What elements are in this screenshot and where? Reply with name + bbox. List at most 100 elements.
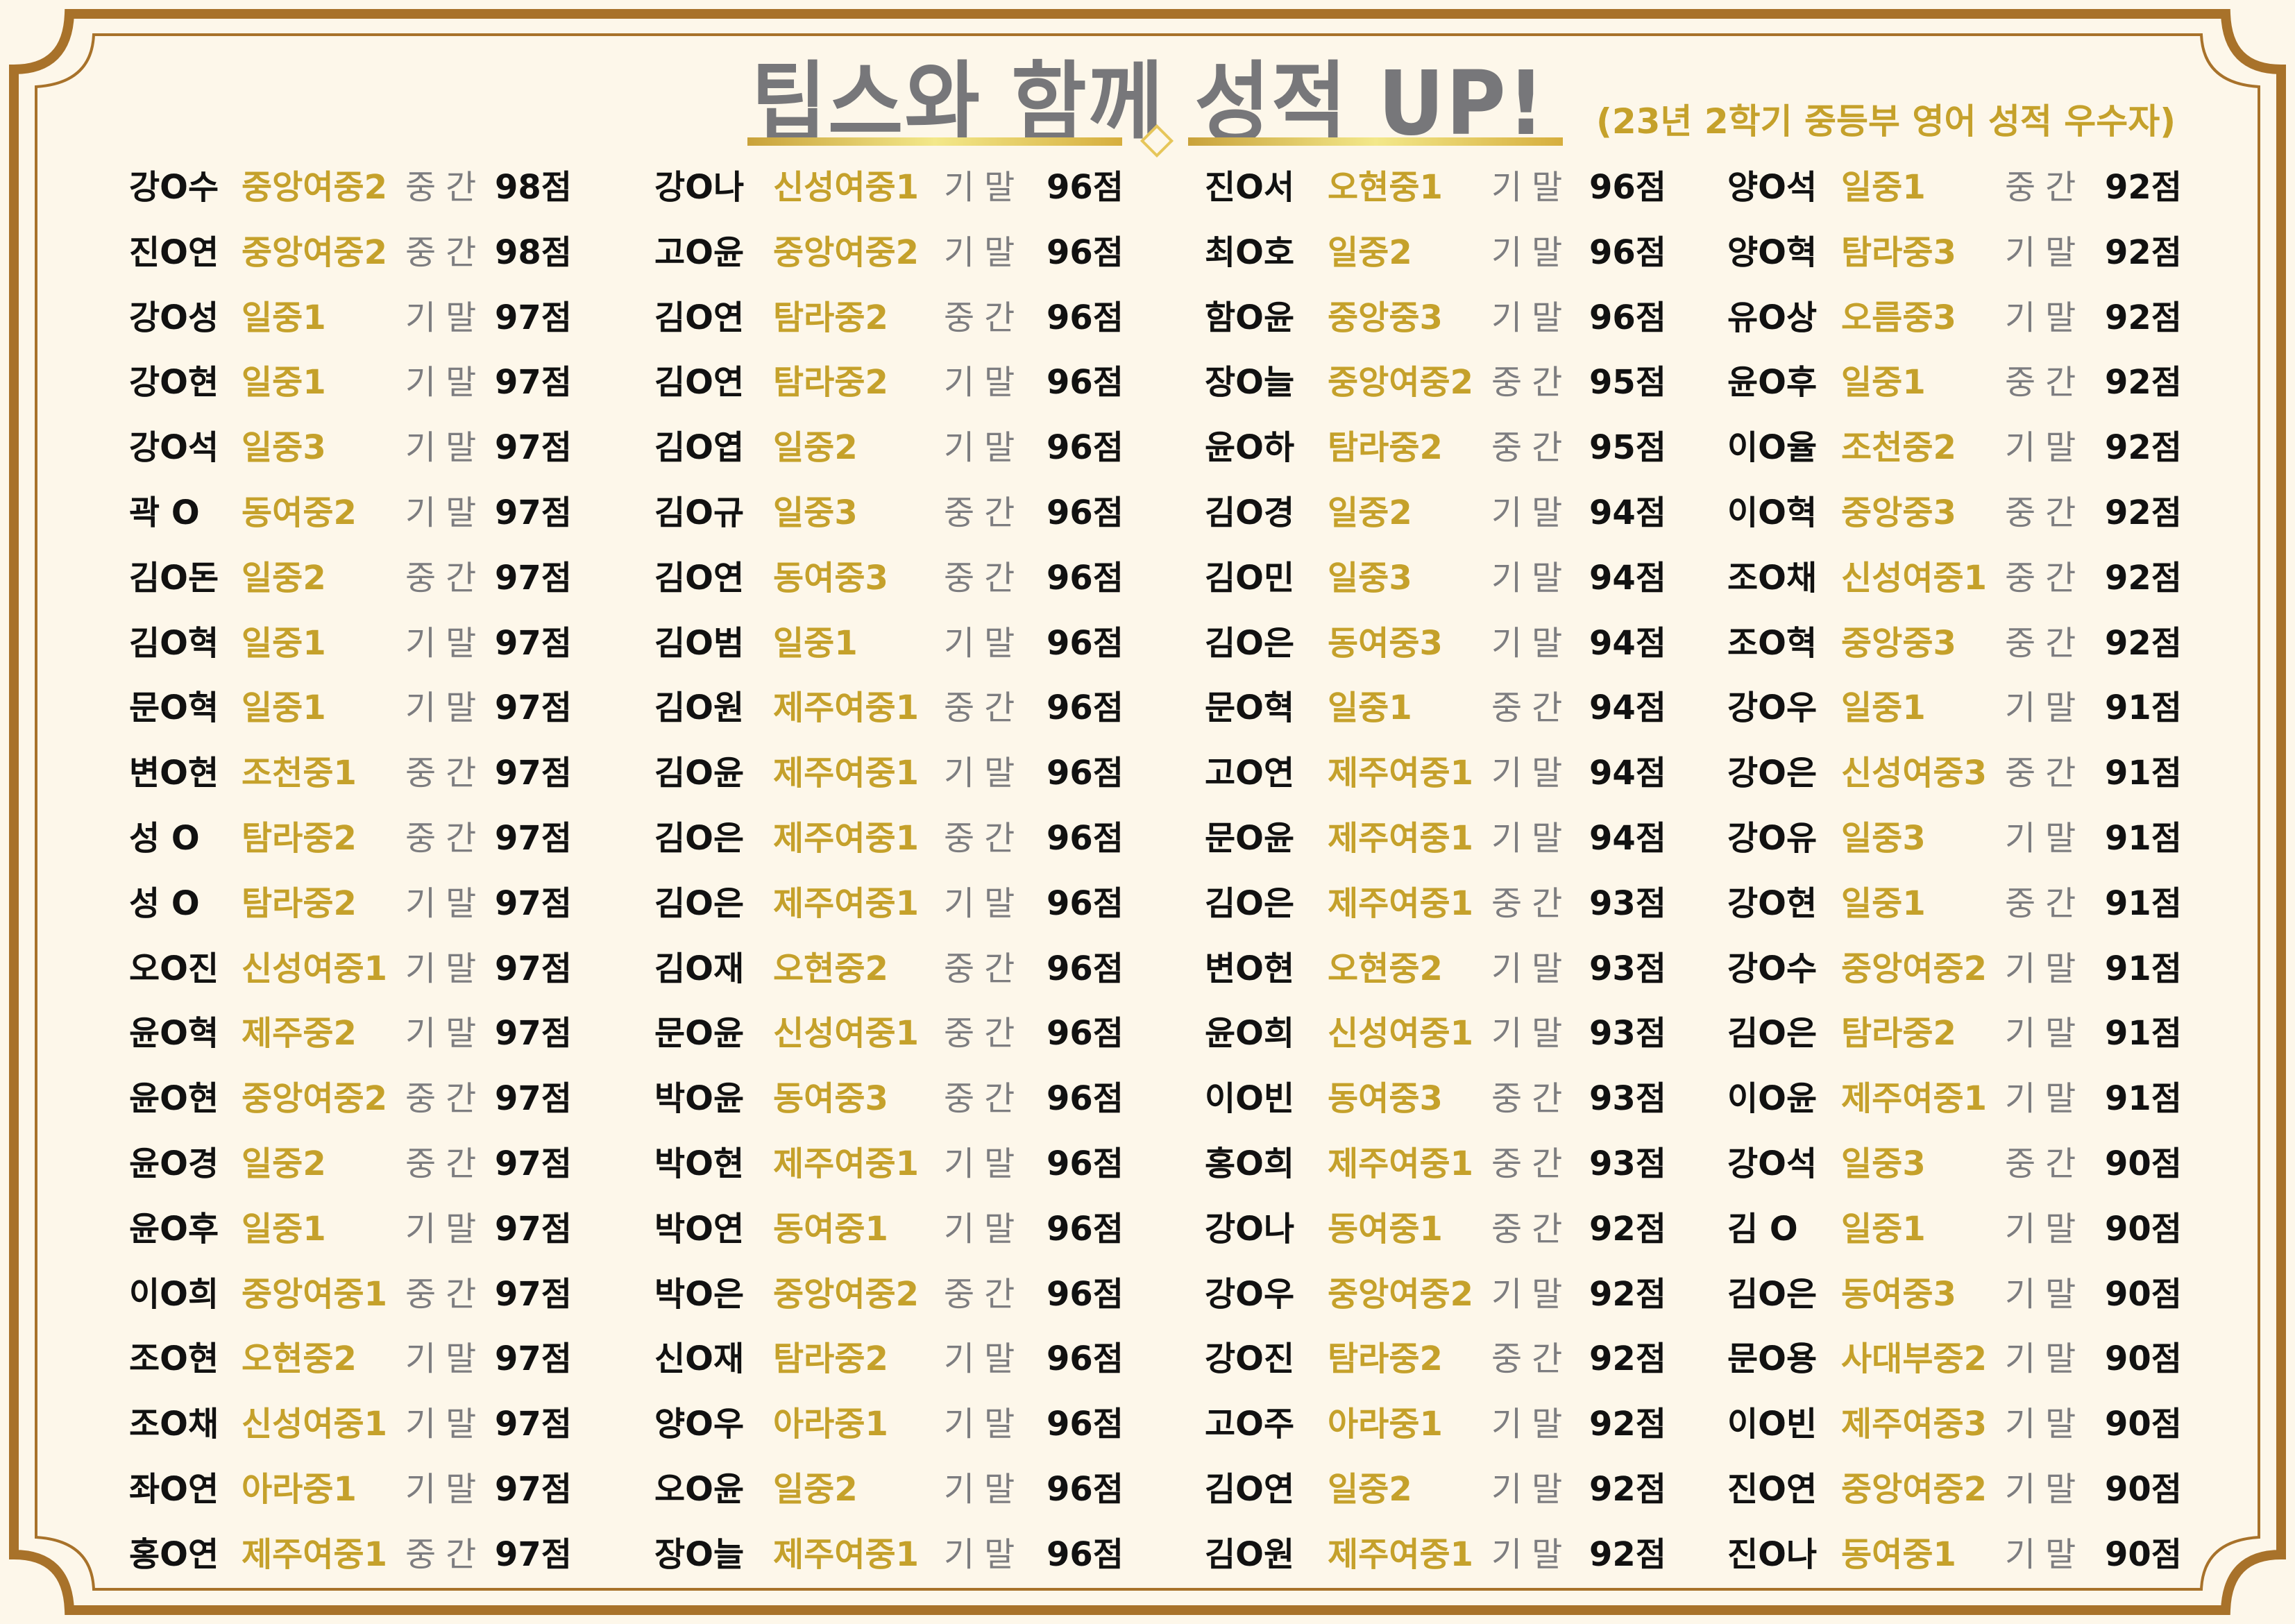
student-school: 제주여중1 xyxy=(1328,1144,1474,1183)
student-name: 윤O하 xyxy=(1205,428,1295,468)
student-name: 박O은 xyxy=(654,1274,745,1314)
student-score: 96점 xyxy=(1047,1339,1124,1379)
student-school: 제주여중1 xyxy=(773,883,920,923)
student-exam: 중간 xyxy=(2005,493,2086,532)
student-exam: 기말 xyxy=(1491,168,1573,207)
student-score: 96점 xyxy=(1047,232,1124,272)
student-score: 97점 xyxy=(495,1209,572,1249)
student-name: 김 O xyxy=(1727,1209,1798,1249)
student-name: 강O유 xyxy=(1727,819,1818,858)
student-name: 김O은 xyxy=(1205,883,1295,923)
student-score: 92점 xyxy=(2105,623,2182,663)
student-exam: 중간 xyxy=(1491,428,1573,468)
student-name: 윤O경 xyxy=(129,1144,219,1183)
student-score: 96점 xyxy=(1047,688,1124,728)
student-school: 일중3 xyxy=(242,428,326,468)
student-school: 동여중2 xyxy=(242,493,357,532)
student-school: 동여중3 xyxy=(773,558,888,598)
student-school: 탐라중2 xyxy=(1328,1339,1443,1379)
student-exam: 기말 xyxy=(1491,1470,1573,1509)
student-score: 93점 xyxy=(1589,883,1666,923)
student-score: 96점 xyxy=(1047,1209,1124,1249)
student-score: 97점 xyxy=(495,1534,572,1574)
student-score: 96점 xyxy=(1047,1144,1124,1183)
student-school: 일중1 xyxy=(1841,883,1926,923)
student-score: 90점 xyxy=(2105,1470,2182,1509)
student-name: 김O돈 xyxy=(129,558,219,598)
student-exam: 기말 xyxy=(405,1405,486,1444)
student-name: 김O경 xyxy=(1205,493,1295,532)
student-exam: 중간 xyxy=(405,819,486,858)
student-name: 양O석 xyxy=(1727,168,1818,207)
student-school: 일중2 xyxy=(242,1144,326,1183)
student-exam: 중간 xyxy=(405,232,486,272)
student-name: 김O은 xyxy=(1727,1014,1818,1054)
student-score: 96점 xyxy=(1047,1014,1124,1054)
student-score: 97점 xyxy=(495,1144,572,1183)
student-exam: 중간 xyxy=(405,1274,486,1314)
student-school: 제주여중1 xyxy=(1328,1534,1474,1574)
student-name: 문O윤 xyxy=(1205,819,1295,858)
student-score: 91점 xyxy=(2105,1014,2182,1054)
student-exam: 중간 xyxy=(944,949,1025,988)
student-exam: 중간 xyxy=(405,558,486,598)
student-score: 96점 xyxy=(1047,558,1124,598)
student-score: 94점 xyxy=(1589,688,1666,728)
student-name: 김O규 xyxy=(654,493,745,532)
student-name: 고O윤 xyxy=(654,232,745,272)
student-exam: 기말 xyxy=(2005,1534,2086,1574)
student-school: 신성여중1 xyxy=(242,1405,388,1444)
student-school: 제주여중3 xyxy=(1841,1405,1988,1444)
student-school: 일중1 xyxy=(242,298,326,337)
student-score: 94점 xyxy=(1589,493,1666,532)
student-score: 91점 xyxy=(2105,949,2182,988)
student-school: 일중3 xyxy=(1841,1144,1926,1183)
student-name: 진O연 xyxy=(1727,1470,1818,1509)
student-score: 91점 xyxy=(2105,754,2182,793)
student-score: 97점 xyxy=(495,949,572,988)
student-exam: 중간 xyxy=(1491,363,1573,403)
student-school: 중앙여중2 xyxy=(1841,949,1988,988)
student-school: 제주여중1 xyxy=(773,754,920,793)
student-score: 96점 xyxy=(1047,493,1124,532)
student-name: 장O늘 xyxy=(654,1534,745,1574)
student-score: 92점 xyxy=(2105,168,2182,207)
student-name: 신O재 xyxy=(654,1339,745,1379)
student-name: 강O수 xyxy=(1727,949,1818,988)
student-score: 92점 xyxy=(1589,1470,1666,1509)
student-school: 제주여중1 xyxy=(773,688,920,728)
student-exam: 기말 xyxy=(944,1405,1025,1444)
student-school: 제주여중1 xyxy=(773,1144,920,1183)
student-exam: 기말 xyxy=(405,493,486,532)
student-name: 유O상 xyxy=(1727,298,1818,337)
student-exam: 기말 xyxy=(2005,1014,2086,1054)
student-score: 92점 xyxy=(1589,1534,1666,1574)
student-exam: 중간 xyxy=(1491,883,1573,923)
student-name: 윤O후 xyxy=(129,1209,219,1249)
student-score: 95점 xyxy=(1589,428,1666,468)
student-exam: 중간 xyxy=(2005,1144,2086,1183)
student-name: 김O혁 xyxy=(129,623,219,663)
student-school: 신성여중1 xyxy=(242,949,388,988)
student-score: 95점 xyxy=(1589,363,1666,403)
student-exam: 기말 xyxy=(2005,232,2086,272)
student-exam: 중간 xyxy=(405,1079,486,1119)
student-exam: 기말 xyxy=(2005,428,2086,468)
student-score: 94점 xyxy=(1589,754,1666,793)
student-exam: 중간 xyxy=(944,688,1025,728)
student-name: 김O연 xyxy=(654,558,745,598)
student-school: 중앙중3 xyxy=(1841,493,1956,532)
student-score: 97점 xyxy=(495,363,572,403)
student-school: 신성여중1 xyxy=(1328,1014,1474,1054)
student-name: 박O연 xyxy=(654,1209,745,1249)
student-name: 김O은 xyxy=(1727,1274,1818,1314)
student-score: 97점 xyxy=(495,623,572,663)
student-name: 홍O연 xyxy=(129,1534,219,1574)
student-name: 강O우 xyxy=(1205,1274,1295,1314)
student-school: 동여중1 xyxy=(1841,1534,1956,1574)
student-score: 97점 xyxy=(495,298,572,337)
student-name: 김O연 xyxy=(654,363,745,403)
student-school: 탐라중2 xyxy=(242,819,357,858)
student-exam: 기말 xyxy=(405,1209,486,1249)
